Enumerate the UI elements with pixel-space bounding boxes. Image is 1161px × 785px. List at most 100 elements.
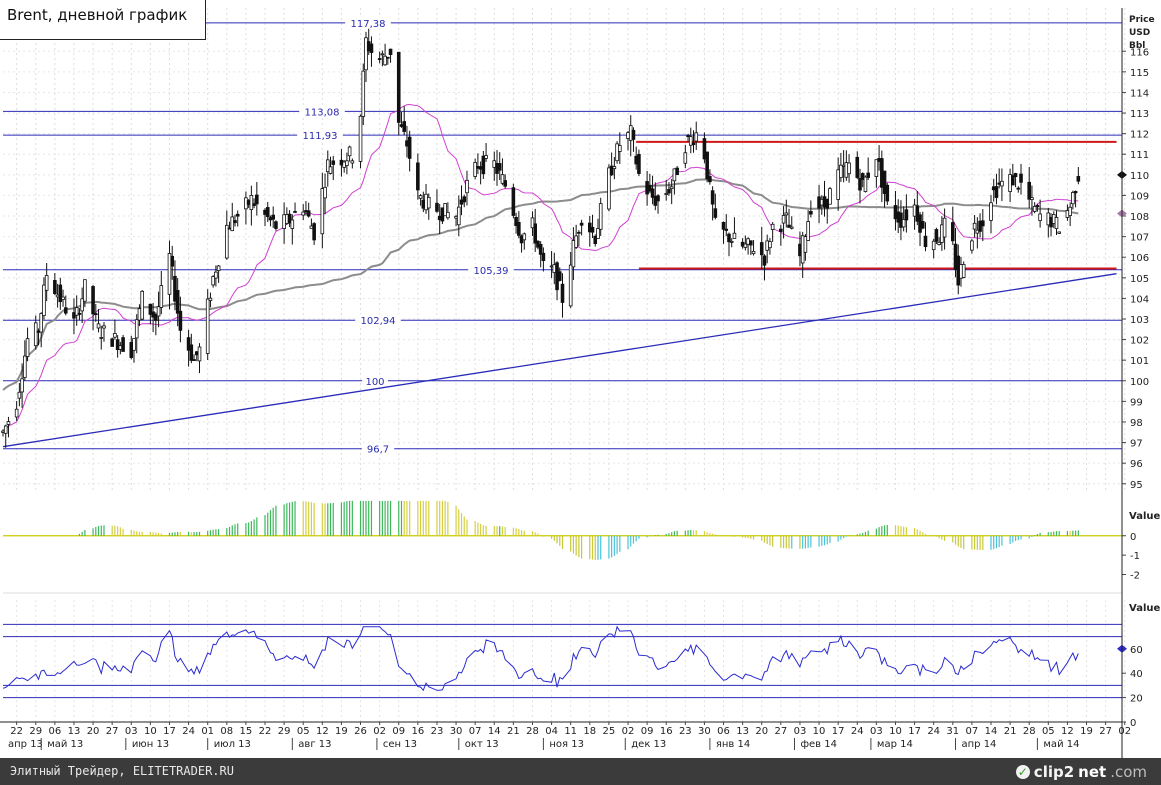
candle-body [416,162,420,191]
logo-domain-text: .com [1110,762,1147,781]
x-month-label: май 14 [1043,739,1079,750]
candle-body [533,223,538,244]
candle-body [1054,217,1059,230]
candle-body [855,156,860,178]
candle-body [156,306,161,317]
x-day-label: 27 [1099,726,1112,737]
x-month-label: апр 14 [962,739,997,750]
candle-body [1035,205,1040,208]
candle-body [637,153,641,174]
candle-body [345,160,349,166]
candle-body [787,224,791,228]
candle-body [1032,205,1037,212]
candle-body [58,284,63,303]
candle-body [577,231,581,234]
candle-body [173,275,177,302]
candle-body [989,202,993,221]
candle-body [809,211,813,215]
x-day-label: 22 [259,726,272,737]
clip2net-logo[interactable]: ✓ clip2 net .com [1015,761,1147,782]
unit-usd: USD [1129,28,1151,38]
histogram-tick-label: -1 [1130,551,1140,562]
x-day-label: 03 [794,726,807,737]
candle-body [6,421,11,425]
candle-body [560,283,565,303]
candle-body [386,56,390,59]
oscillator-value-label: Value [1129,603,1161,614]
candle-body [102,325,106,329]
x-day-label: 10 [813,726,826,737]
candle-body [779,228,783,232]
x-day-label: 28 [526,726,539,737]
candle-body [44,275,49,291]
x-day-label: 02 [622,726,635,737]
price-tick-label: 97 [1130,439,1143,450]
x-day-label: 18 [583,726,596,737]
candle-body [396,51,401,123]
x-day-label: 29 [29,726,42,737]
candle-body [538,243,543,255]
price-tick-label: 115 [1130,68,1149,79]
x-month-label: апр 13 [8,739,43,750]
candle-body [866,172,870,178]
candle-body [708,176,712,183]
candle-body [972,222,977,230]
candle-body [23,355,27,378]
candle-body [934,229,939,242]
level-label-bg [299,105,345,118]
clip2net-check-icon: ✓ [1015,764,1030,779]
candle-body [74,307,79,316]
x-day-label: 13 [736,726,749,737]
price-tick-label: 107 [1130,233,1149,244]
candle-body [178,310,183,331]
price-tick-label: 106 [1130,253,1149,264]
candle-body [937,241,941,245]
x-day-label: 02 [373,726,386,737]
candle-body [205,298,210,354]
candle-body [83,279,87,302]
logo-net-text: net [1078,762,1107,781]
candle-body [950,222,955,242]
candle-body [377,58,382,60]
x-day-label: 09 [641,726,654,737]
candle-body [115,339,120,351]
candle-body [53,280,57,295]
candle-body [350,160,355,164]
candle-body [1030,197,1034,200]
oscillator-panel: 0 20 40 60 [2,600,1143,729]
candle-body [148,303,153,315]
price-tick-label: 98 [1130,418,1143,429]
candle-body [571,240,576,268]
price-tick-label: 108 [1130,212,1149,223]
x-day-label: 01 [201,726,214,737]
x-day-label: 12 [316,726,329,737]
x-day-label: 19 [335,726,348,737]
x-day-label: 12 [1061,726,1074,737]
unit-bbl: Bbl [1129,41,1146,51]
candle-body [727,233,731,243]
candle-body [443,203,447,217]
price-tick-label: 103 [1130,315,1149,326]
candle-body [702,138,707,160]
candle-body [301,211,306,216]
candle-body [882,170,887,194]
candle-body [1000,180,1004,187]
candle-body [312,223,316,241]
level-label-bg [345,16,391,29]
price-panel: 95 96 97 98 99 100 101 102 103 104 105 106 107 108 109… [1,8,1149,492]
candle-body [484,155,488,159]
candle-body [325,159,330,173]
price-tick-label: 110 [1130,171,1149,182]
candle-body [691,142,696,146]
candle-body [836,169,840,200]
price-tick-label: 95 [1130,480,1143,491]
x-day-label: 13 [68,726,81,737]
candle-body [541,252,546,262]
oscillator-tick-label: 20 [1130,694,1143,705]
candle-body [828,188,832,205]
candle-body [159,285,164,308]
x-day-label: 28 [1023,726,1036,737]
candle-body [885,184,890,202]
x-day-label: 09 [392,726,405,737]
candle-body [978,220,982,232]
